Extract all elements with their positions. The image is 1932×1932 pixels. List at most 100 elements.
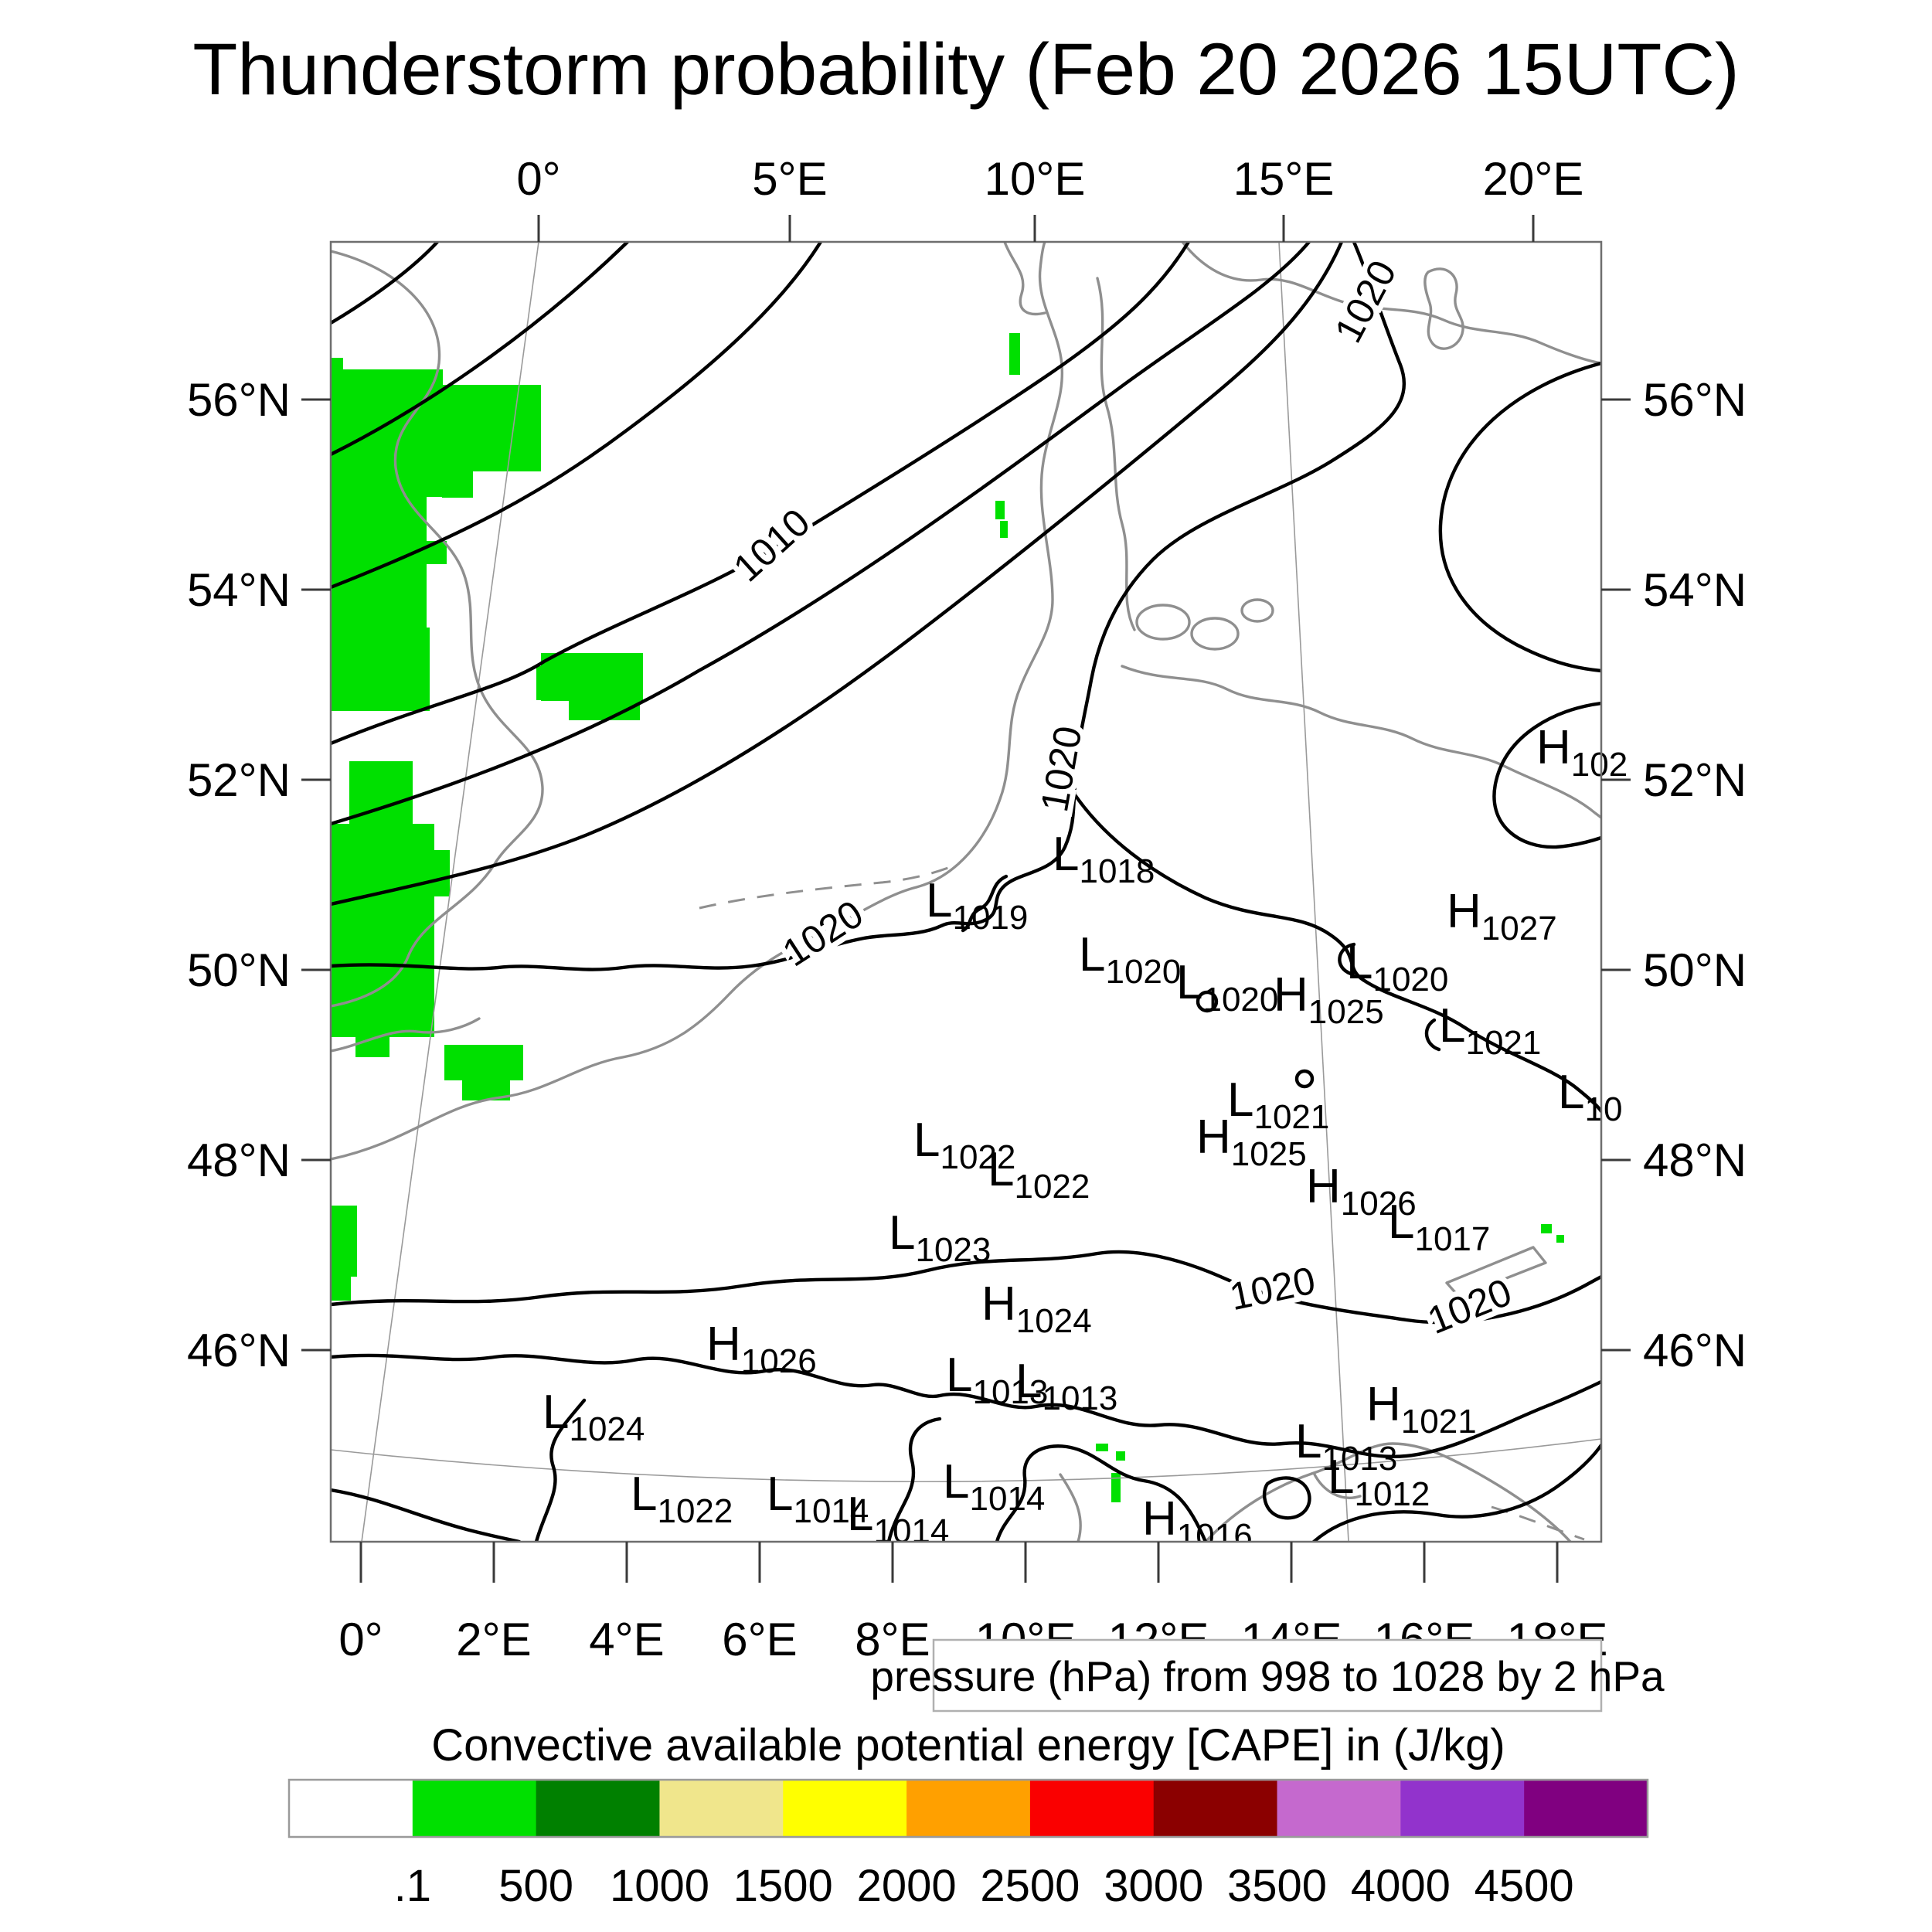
colorbar-segment — [1400, 1780, 1525, 1837]
cape-patch — [1000, 521, 1008, 538]
cape-patch — [495, 414, 539, 451]
bottom-axis-label: 4°E — [589, 1614, 664, 1665]
pressure-center-l: L1013 — [946, 1349, 1048, 1411]
top-axis-label: 5°E — [752, 153, 827, 205]
coast-istria — [1312, 1471, 1362, 1499]
island-funen — [1190, 617, 1240, 651]
pressure-center-l: L1012 — [1328, 1451, 1430, 1513]
isobar-bottom-right — [1311, 1443, 1601, 1542]
island-gotland — [1423, 267, 1464, 350]
pressure-center-l: L1022 — [631, 1468, 733, 1530]
top-axis-label: 0° — [516, 153, 560, 205]
bottom-axis-label: 2°E — [456, 1614, 531, 1665]
cape-patch — [1111, 1473, 1121, 1502]
pressure-center-l: L1021 — [1227, 1073, 1329, 1136]
pressure-center-l: L1014 — [767, 1468, 869, 1530]
cape-patch — [331, 1206, 357, 1277]
pressure-center-h: H1026 — [1306, 1160, 1417, 1223]
colorbar-tick-labels: .1 500 1000 1500 2000 2500 3000 3500 4000 4500 — [394, 1861, 1574, 1911]
page-title: Thunderstorm probability (Feb 20 2026 15… — [192, 29, 1739, 111]
meridian-0E — [361, 242, 539, 1542]
pressure-center-l: L1014 — [943, 1455, 1045, 1518]
isobar — [331, 242, 440, 325]
isobar-alps-west — [534, 1398, 587, 1542]
right-axis-label: 46°N — [1643, 1325, 1747, 1376]
colorbar-tick-label: 500 — [498, 1861, 573, 1911]
isobar-1020-trough — [331, 242, 1406, 971]
pressure-center-l: L1017 — [1388, 1196, 1490, 1258]
left-axis-label: 52°N — [187, 754, 291, 806]
graticule-lines — [331, 242, 1601, 1542]
bottom-axis-label: 0° — [338, 1614, 383, 1665]
axis-right-latitude: 56°N 54°N 52°N 50°N 48°N 46°N — [1601, 374, 1747, 1376]
colorbar-segment — [659, 1780, 784, 1837]
right-axis-label: 48°N — [1643, 1134, 1747, 1186]
cape-probability-patches — [331, 333, 1564, 1502]
cape-patch — [1096, 1444, 1108, 1451]
isobar-dot-2 — [1294, 1069, 1315, 1089]
colorbar-segment — [536, 1780, 660, 1837]
colorbar-tick-label: 2000 — [857, 1861, 957, 1911]
coast-denmark-east — [1096, 277, 1136, 631]
pressure-center-l: L1019 — [926, 874, 1028, 937]
pressure-center-l: L1020 — [1079, 928, 1181, 991]
pressure-center-l: L1020 — [1176, 956, 1278, 1019]
colorbar-segment — [906, 1780, 1031, 1837]
island-zealand — [1135, 604, 1191, 641]
colorbar-tick-label: 3500 — [1227, 1861, 1327, 1911]
isobar-value-label: 1020 — [1226, 1258, 1318, 1318]
isobar-closed-small — [1262, 1476, 1311, 1520]
colorbar-segment — [1153, 1780, 1278, 1837]
isobar-value-label: 1010 — [726, 500, 818, 590]
colorbar-tick-label: 1500 — [733, 1861, 833, 1911]
pressure-legend: pressure (hPa) from 998 to 1028 by 2 hPa — [870, 1638, 1665, 1713]
cape-patch — [444, 1045, 523, 1080]
isobar-right-high — [1492, 701, 1601, 849]
right-axis-label: 50°N — [1643, 944, 1747, 996]
isobar-dot-1 — [1196, 990, 1219, 1013]
pressure-center-h: H1021 — [1366, 1378, 1477, 1440]
cape-patch — [1541, 1224, 1552, 1233]
isobar-alpine-a — [886, 1417, 942, 1542]
pressure-center-h: H102 — [1536, 721, 1628, 784]
left-axis-label: 56°N — [187, 374, 291, 426]
pressure-center-h: H1016 — [1142, 1492, 1253, 1555]
pressure-center-l: L1014 — [847, 1488, 949, 1550]
pressure-center-l: L10 — [1558, 1066, 1622, 1128]
isobar — [331, 242, 1344, 906]
isobar-south-1020-a — [331, 1250, 1601, 1325]
axis-left-latitude: 56°N 54°N 52°N 50°N 48°N 46°N — [187, 374, 331, 1376]
cape-patch — [331, 1271, 351, 1301]
isobar — [331, 242, 823, 590]
bottom-axis-label: 8°E — [855, 1614, 930, 1665]
colorbar-segment — [783, 1780, 907, 1837]
right-axis-label: 52°N — [1643, 754, 1747, 806]
pressure-center-l: L1013 — [1295, 1415, 1397, 1478]
meridian-15E — [1278, 242, 1349, 1542]
cape-patch — [442, 471, 473, 498]
left-axis-label: 48°N — [187, 1134, 291, 1186]
right-axis-label: 56°N — [1643, 374, 1747, 426]
coast-thames — [331, 1017, 481, 1053]
pressure-center-l: L1024 — [543, 1386, 645, 1448]
top-axis-label: 10°E — [985, 153, 1086, 205]
colorbar-segment — [1277, 1780, 1401, 1837]
pressure-legend-text: pressure (hPa) from 998 to 1028 by 2 hPa — [870, 1652, 1665, 1700]
coast-oslofjord — [1003, 242, 1046, 315]
coast-sweden-south — [1181, 242, 1601, 365]
pressure-legend-box — [932, 1638, 1603, 1713]
cape-patch — [331, 824, 434, 1037]
pressure-center-h: H1025 — [1274, 968, 1384, 1031]
cape-patch — [995, 501, 1005, 519]
bottom-axis-label: 6°E — [722, 1614, 797, 1665]
colorbar-tick-label: 3000 — [1104, 1861, 1203, 1911]
pressure-center-h: H1026 — [706, 1318, 817, 1380]
coast-britain — [331, 250, 544, 1008]
top-axis-label: 15°E — [1233, 153, 1335, 205]
left-axis-label: 50°N — [187, 944, 291, 996]
isobar-squiggle-3 — [1424, 1018, 1441, 1052]
cape-patch — [430, 850, 450, 896]
cape-patch — [355, 1037, 389, 1057]
